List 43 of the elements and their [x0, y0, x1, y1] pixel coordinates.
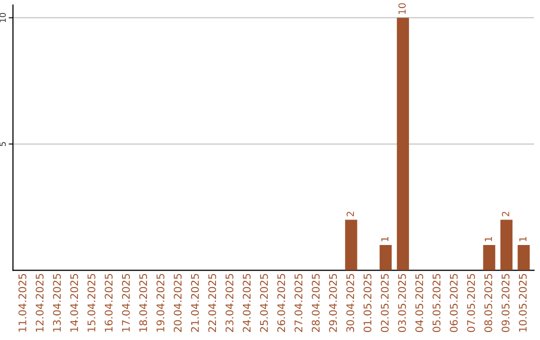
x-tick-label: 20.04.2025 — [174, 274, 182, 332]
data-label: 1 — [381, 236, 388, 242]
x-tick-label: 21.04.2025 — [191, 274, 199, 332]
x-tick-label: 26.04.2025 — [277, 274, 286, 332]
bar — [345, 220, 358, 270]
bar — [396, 18, 409, 270]
bar — [380, 245, 392, 270]
x-tick-label: 12.04.2025 — [36, 274, 44, 332]
x-tick-label: 19.04.2025 — [156, 274, 164, 332]
data-label: 2 — [502, 212, 510, 216]
x-tick-label: 04.05.2025 — [415, 274, 424, 332]
data-label: 1 — [519, 236, 526, 242]
x-tick-label: 09.05.2025 — [502, 274, 510, 332]
y-tick-label: 5 — [0, 142, 6, 146]
x-tick-label: 02.05.2025 — [380, 274, 389, 332]
x-tick-label: 08.05.2025 — [484, 274, 492, 332]
data-label: 1 — [484, 236, 492, 242]
x-tick-label: 10.05.2025 — [518, 274, 527, 332]
x-tick-label: 16.04.2025 — [104, 274, 113, 332]
x-tick-label: 22.04.2025 — [208, 274, 216, 332]
x-tick-label: 18.04.2025 — [139, 274, 148, 332]
x-tick-label: 28.04.2025 — [312, 274, 320, 332]
x-tick-label: 11.04.2025 — [18, 274, 26, 332]
data-label: 10 — [398, 3, 406, 14]
x-tick-label: 30.04.2025 — [346, 274, 354, 332]
bar — [518, 245, 530, 270]
data-label: 2 — [346, 212, 354, 216]
x-tick-label: 14.04.2025 — [70, 274, 78, 332]
x-tick-label: 03.05.2025 — [398, 274, 406, 332]
bar — [500, 220, 512, 270]
x-tick-label: 01.05.2025 — [364, 274, 372, 332]
x-tick-label: 27.04.2025 — [294, 274, 302, 332]
x-tick-label: 23.04.2025 — [226, 274, 234, 332]
x-tick-label: 17.04.2025 — [122, 274, 130, 332]
bar — [483, 245, 496, 270]
x-tick-label: 06.05.2025 — [450, 274, 458, 332]
x-tick-label: 29.04.2025 — [329, 274, 337, 332]
x-tick-label: 15.04.2025 — [87, 274, 96, 332]
x-tick-label: 24.04.2025 — [242, 274, 251, 332]
x-tick-label: 07.05.2025 — [467, 274, 475, 332]
x-tick-label: 05.05.2025 — [432, 274, 440, 332]
x-tick-label: 25.04.2025 — [260, 274, 268, 332]
x-tick-label: 13.04.2025 — [52, 274, 61, 332]
